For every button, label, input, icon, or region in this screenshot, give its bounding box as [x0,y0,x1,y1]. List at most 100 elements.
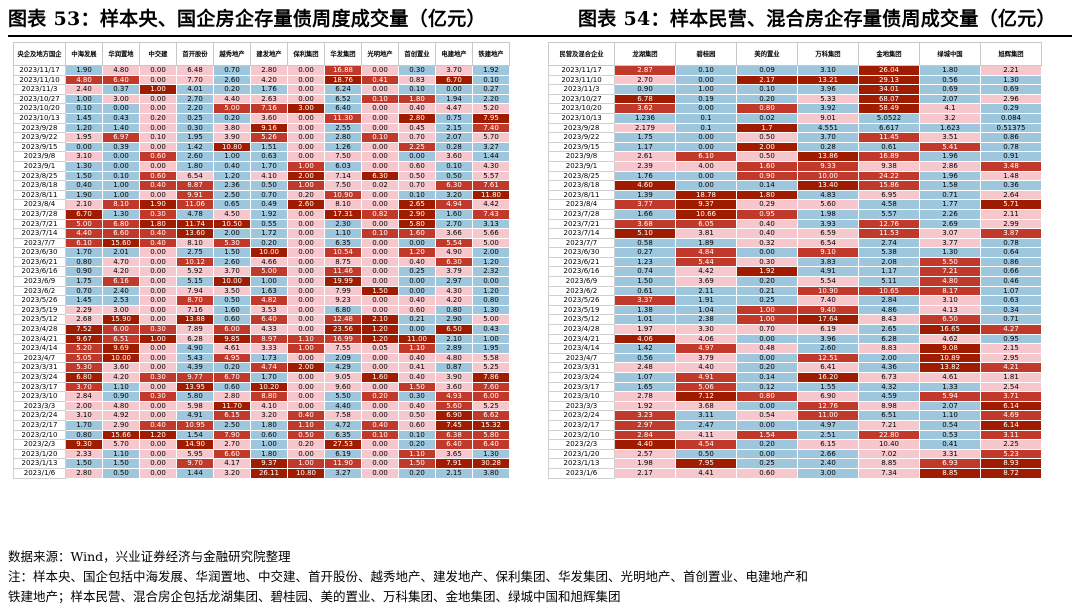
volume-cell: 5.30 [213,237,251,249]
volume-cell: 7.86 [472,372,510,383]
volume-cell: 0.34 [980,304,1042,316]
volume-cell: 4.06 [675,333,737,345]
volume-cell: 0.00 [361,276,399,287]
volume-cell: 2.61 [614,151,676,162]
volume-cell: 9.05 [324,372,362,383]
table-row: 2023/7/7 0.58 1.89 0.32 6.54 2.74 3.77 0.78 [548,237,1042,249]
volume-cell: 4.59 [858,391,920,402]
volume-cell: 2.01 [102,247,140,258]
week-date-cell: 2023/4/14 [13,343,66,354]
volume-cell: 5.66 [472,228,510,239]
volume-cell: 5.60 [797,199,859,210]
volume-cell: 8.10 [176,237,214,249]
week-date-cell: 2023/7/14 [13,228,66,239]
volume-cell: 26.04 [858,65,920,76]
volume-cell: 3.00 [102,304,140,316]
volume-cell: 0.40 [398,352,436,364]
volume-cell: 2.57 [614,448,676,460]
volume-cell: 7.16 [176,304,214,316]
column-header: 央企及地方国企 [13,42,66,66]
week-date-cell: 2023/11/3 [548,84,615,95]
volume-cell: 5.54 [435,237,473,249]
volume-cell: 4.20 [250,74,288,86]
volume-cell: 2.84 [65,391,103,402]
title-bar: 图表 53：样本央、国企房企存量债周度成交量（亿元） 图表 54：样本民营、混合… [0,0,1080,38]
volume-cell: 1.70 [65,419,103,431]
volume-cell: 1.38 [614,304,676,316]
volume-cell: 8.97 [250,333,288,345]
week-date-cell: 2023/5/19 [13,304,66,316]
figure-53-title: 图表 53：样本央、国企房企存量债周度成交量（亿元） [8,8,486,30]
volume-cell: 1.66 [614,208,676,220]
volume-cell: 5.70 [472,132,510,143]
volume-cell: 0.55 [250,218,288,230]
week-date-cell: 2023/2/10 [13,429,66,441]
volume-cell: 26.11 [250,467,288,479]
table-row: 2023/4/7 5.05 10.00 0.00 5.43 4.95 1.73 0.00 2.0… [13,352,510,364]
volume-cell: 0.00 [287,208,325,220]
volume-cell: 1.10 [287,333,325,345]
volume-cell: 5.80 [472,429,510,441]
volume-cell: 2.21 [980,65,1042,76]
volume-cell: 2.15 [980,343,1042,354]
table-row: 2023/5/19 1.38 1.04 1.00 9.40 4.86 4.13 0.34 [548,304,1042,316]
volume-cell: 13.82 [919,362,981,373]
volume-cell: 0.30 [139,391,177,402]
volume-cell: 4.92 [102,410,140,421]
volume-cell: 10.00 [102,352,140,364]
week-date-cell: 2023/9/15 [548,141,615,153]
volume-cell: 7.43 [472,208,510,220]
volume-cell: 2.99 [980,218,1042,230]
volume-cell: 9.85 [213,333,251,345]
volume-cell: 1.60 [736,160,798,172]
table-row: 2023/2/10 0.80 15.66 1.20 1.54 7.90 0.60 0.50 6.… [13,429,510,441]
volume-cell: 0.50 [736,132,798,143]
volume-cell: 2.26 [919,208,981,220]
volume-cell: 1.20 [398,247,436,258]
table-row: 2023/7/28 6.70 1.30 0.30 4.78 4.50 1.92 0.00 17.… [13,208,510,220]
table-row: 2023/2/3 4.40 4.54 0.20 6.15 10.40 0.41 2.25 [548,439,1042,450]
volume-cell: 11.74 [176,218,214,230]
column-header: 万科集团 [797,42,859,66]
volume-cell: 0.00 [361,237,399,249]
week-date-cell: 2023/5/12 [13,314,66,326]
volume-cell: 0.00 [398,276,436,287]
volume-cell: 5.26 [250,132,288,143]
volume-cell: 3.68 [614,218,676,230]
column-header: 龙湖集团 [614,42,676,66]
volume-cell: 15.66 [102,429,140,441]
volume-cell: 2.10 [361,314,399,326]
volume-cell: 0.45 [398,122,436,134]
table-row: 2023/3/3 1.92 3.68 0.00 12.76 8.98 2.07 6.14 [548,400,1042,412]
volume-cell: 13.21 [797,74,859,86]
volume-cell: 4.40 [65,228,103,239]
volume-cell: 11.80 [472,189,510,201]
volume-cell: 5.25 [472,400,510,412]
week-date-cell: 2023/1/13 [548,458,615,469]
volume-cell: 10.00 [250,247,288,258]
volume-cell: 1.00 [139,333,177,345]
volume-cell: 6.70 [213,372,251,383]
volume-cell: 2.40 [797,458,859,469]
volume-cell: 0.30 [139,372,177,383]
volume-cell: 0.00 [139,448,177,460]
volume-cell: 0.00 [675,170,737,182]
volume-cell: 0.10 [65,103,103,114]
volume-cell: 0.90 [102,391,140,402]
volume-cell: 19.99 [324,276,362,287]
volume-cell: 5.54 [797,276,859,287]
volume-cell: 7.95 [472,112,510,124]
volume-cell: 4.50 [213,208,251,220]
table-row: 2023/9/28 2.179 0.1 1.7 4.551 6.617 1.623 0.513… [548,122,1042,134]
volume-cell: 2.90 [435,314,473,326]
table-row: 2023/10/20 0.10 0.00 0.00 2.20 5.00 7.16 3.00 6.… [13,103,510,114]
week-date-cell: 2023/8/18 [13,180,66,191]
volume-cell: 0.41 [919,439,981,450]
volume-cell: 0.00 [361,160,399,172]
volume-cell: 1.90 [65,65,103,76]
volume-cell: 9.60 [324,381,362,393]
week-date-cell: 2023/3/17 [13,381,66,393]
table-row: 2023/8/18 4.60 0.00 0.14 13.40 15.86 1.58 0.36 [548,180,1042,191]
volume-cell: 5.41 [919,141,981,153]
volume-cell: 0.40 [65,180,103,191]
